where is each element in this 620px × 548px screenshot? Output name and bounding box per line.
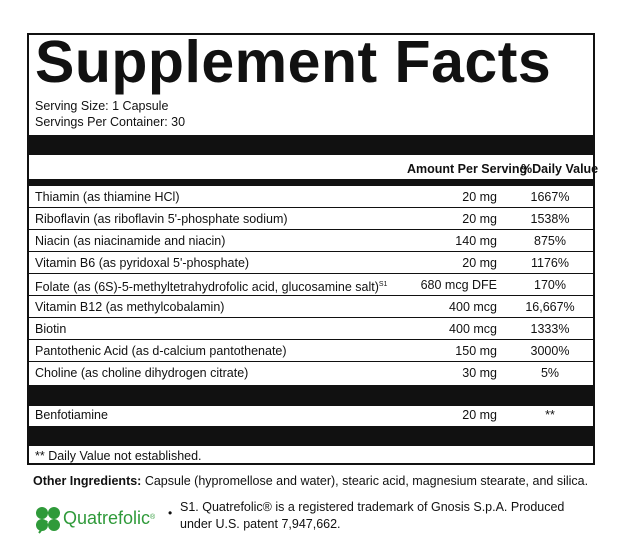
nutrient-amount: 400 mcg [449,300,497,314]
table-row: Vitamin B12 (as methylcobalamin) 400 mcg 1… [29,296,593,318]
nutrient-daily-value: 3000% [530,344,570,358]
nutrient-name-text: Biotin [35,322,67,336]
nutrient-daily-value: ** [545,408,555,422]
nutrient-amount: 20 mg [462,256,497,270]
nutrient-name-text: Folate (as (6S)-5-methyltetrahydrofolic … [35,280,379,294]
nutrient-daily-value: 875% [534,234,566,248]
nutrient-amount: 400 mcg [449,322,497,336]
nutrient-name-text: Choline (as choline dihydrogen citrate) [35,366,249,380]
nutrient-name-text: Thiamin (as thiamine HCl) [35,190,180,204]
nutrient-amount: 20 mg [462,212,497,226]
table-row: Riboflavin (as riboflavin 5'-phosphate s… [29,208,593,230]
amount-per-serving-header: Amount Per Serving [407,162,528,176]
table-row: Choline (as choline dihydrogen citrate) 3… [29,362,593,384]
s1-bullet: • [168,506,173,520]
logo-wordmark: Quatrefolic® [63,508,155,529]
nutrient-daily-value: 1667% [530,190,570,204]
nutrient-daily-value: 1333% [530,322,570,336]
s1-note: S1. Quatrefolic® is a registered tradema… [180,499,590,533]
nutrient-name-text: Vitamin B12 (as methylcobalamin) [35,300,225,314]
nutrient-amount: 680 mcg DFE [420,278,497,292]
nutrient-name: Benfotiamine [35,408,108,422]
s1-note-line2: under U.S. patent 7,947,662. [180,517,341,531]
nutrient-amount: 140 mg [455,234,497,248]
nutrient-name-text: Riboflavin (as riboflavin 5'-phosphate s… [35,212,288,226]
nutrient-amount: 30 mg [462,366,497,380]
table-row: Pantothenic Acid (as d-calcium pantothen… [29,340,593,362]
daily-value-header: %Daily Value [521,162,599,176]
panel-title: Supplement Facts [35,29,552,95]
daily-value-footnote: ** Daily Value not established. [35,449,202,463]
logo-wordmark-text: Quatrefolic [63,508,151,528]
nutrient-name: Choline (as choline dihydrogen citrate) [35,362,248,384]
s1-note-line1: S1. Quatrefolic® is a registered tradema… [180,500,565,514]
nutrient-daily-value: 16,667% [525,300,575,314]
nutrient-daily-value: 1538% [530,212,570,226]
servings-per-container: Servings Per Container: 30 [35,115,186,129]
nutrient-name-text: Vitamin B6 (as pyridoxal 5'-phosphate) [35,256,250,270]
nutrient-name: Vitamin B12 (as methylcobalamin) [35,296,224,318]
table-row-benfotiamine: Benfotiamine 20 mg ** [29,404,593,426]
thick-divider-top [29,135,593,155]
nutrient-name: Biotin [35,318,66,340]
nutrient-amount: 150 mg [455,344,497,358]
nutrient-name-text: Niacin (as niacinamide and niacin) [35,234,226,248]
nutrient-daily-value: 170% [534,278,566,292]
thick-divider-bottom [29,426,593,446]
logo-registered-mark: ® [150,514,156,521]
nutrient-name: Thiamin (as thiamine HCl) [35,186,179,208]
nutrient-name: Niacin (as niacinamide and niacin) [35,230,225,252]
table-row: Thiamin (as thiamine HCl) 20 mg 1667% [29,186,593,208]
other-ingredients: Other Ingredients: Capsule (hypromellose… [33,473,588,489]
nutrient-name: Pantothenic Acid (as d-calcium pantothen… [35,340,287,362]
other-ingredients-label: Other Ingredients: [33,474,142,488]
nutrient-amount: 20 mg [462,408,497,422]
four-leaf-clover-icon [36,507,60,534]
thick-divider-header [29,179,593,186]
nutrient-daily-value: 5% [540,366,560,380]
footnote-reference: S1 [378,281,388,288]
other-ingredients-text: Capsule (hypromellose and water), steari… [141,474,589,488]
table-row: Biotin 400 mcg 1333% [29,318,593,340]
nutrient-name: Vitamin B6 (as pyridoxal 5'-phosphate) [35,252,249,274]
thick-divider-middle [29,385,593,406]
nutrient-name: Riboflavin (as riboflavin 5'-phosphate s… [35,208,288,230]
serving-size: Serving Size: 1 Capsule [35,99,169,113]
nutrient-amount: 20 mg [462,190,497,204]
nutrient-name-text: Pantothenic Acid (as d-calcium pantothen… [35,344,287,358]
table-row: Vitamin B6 (as pyridoxal 5'-phosphate) 20… [29,252,593,274]
table-row: Folate (as (6S)-5-methyltetrahydrofolic … [29,274,593,296]
quatrefolic-logo: Quatrefolic® [33,502,168,536]
nutrient-daily-value: 1176% [531,256,569,270]
supplement-facts-panel: Supplement Facts Serving Size: 1 Capsule… [27,29,599,465]
nutrient-name: Folate (as (6S)-5-methyltetrahydrofolic … [35,274,387,298]
table-row: Niacin (as niacinamide and niacin) 140 mg… [29,230,593,252]
